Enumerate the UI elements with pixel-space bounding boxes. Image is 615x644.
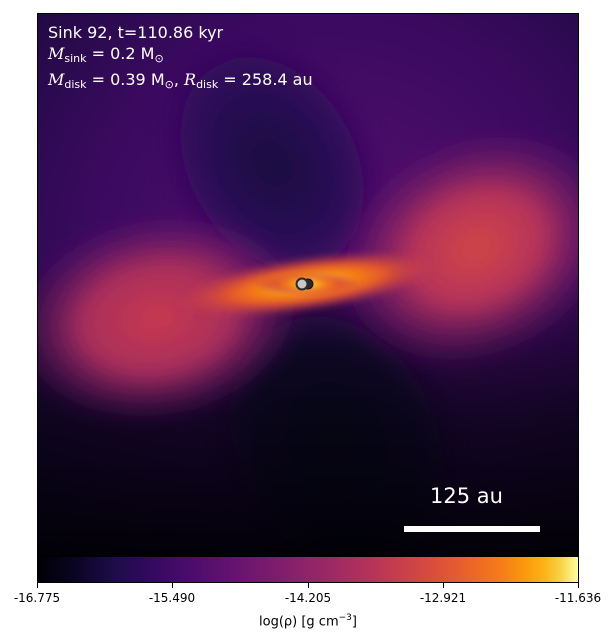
- r-symbol: R: [184, 70, 197, 89]
- sink-info-annotation: Sink 92, t=110.86 kyr Msink = 0.2 M⊙ Mdi…: [48, 22, 313, 95]
- colorbar-tick-label: -15.490: [148, 591, 196, 605]
- colorbar-label-end: ]: [351, 614, 357, 630]
- m-symbol: M: [48, 44, 65, 63]
- m-disk-subscript: disk: [64, 78, 87, 91]
- colorbar-tick-label: -12.921: [419, 591, 467, 605]
- colorbar-label: log(ρ) [g cm−3]: [259, 613, 357, 629]
- colorbar-label-text: log(ρ) [g cm: [259, 614, 339, 630]
- m-sink-subscript: sink: [64, 52, 87, 65]
- colorbar: [37, 556, 579, 583]
- colorbar-tick-label: -16.775: [13, 591, 61, 605]
- colorbar-tick: [172, 583, 173, 588]
- solar-mass-subscript: ⊙: [154, 52, 164, 65]
- scale-bar-label: 125 au: [430, 484, 503, 508]
- colorbar-tick: [37, 583, 38, 588]
- r-disk-value: = 258.4 au: [218, 70, 313, 89]
- r-disk-subscript: disk: [196, 78, 219, 91]
- sink-time-label: Sink 92, t=110.86 kyr: [48, 23, 224, 42]
- colorbar-tick-label: -11.636: [554, 591, 602, 605]
- m-sink-value: = 0.2 M: [86, 44, 155, 63]
- colorbar-label-exponent: −3: [338, 613, 352, 623]
- scale-bar: [404, 526, 540, 532]
- sink-mass-label: Msink = 0.2 M⊙: [48, 43, 313, 69]
- colorbar-tick: [578, 583, 579, 588]
- sink-marker: [295, 277, 309, 291]
- colorbar-tick: [308, 583, 309, 588]
- solar-mass-subscript: ⊙: [164, 78, 174, 91]
- disk-properties-label: Mdisk = 0.39 M⊙, Rdisk = 258.4 au: [48, 69, 313, 95]
- density-map-image: [38, 14, 578, 555]
- colorbar-tick: [443, 583, 444, 588]
- m-disk-value: = 0.39 M: [86, 70, 165, 89]
- separator: ,: [173, 70, 185, 89]
- density-map-panel: Sink 92, t=110.86 kyr Msink = 0.2 M⊙ Mdi…: [37, 13, 579, 556]
- colorbar-tick-label: -14.205: [284, 591, 332, 605]
- m-symbol: M: [48, 70, 65, 89]
